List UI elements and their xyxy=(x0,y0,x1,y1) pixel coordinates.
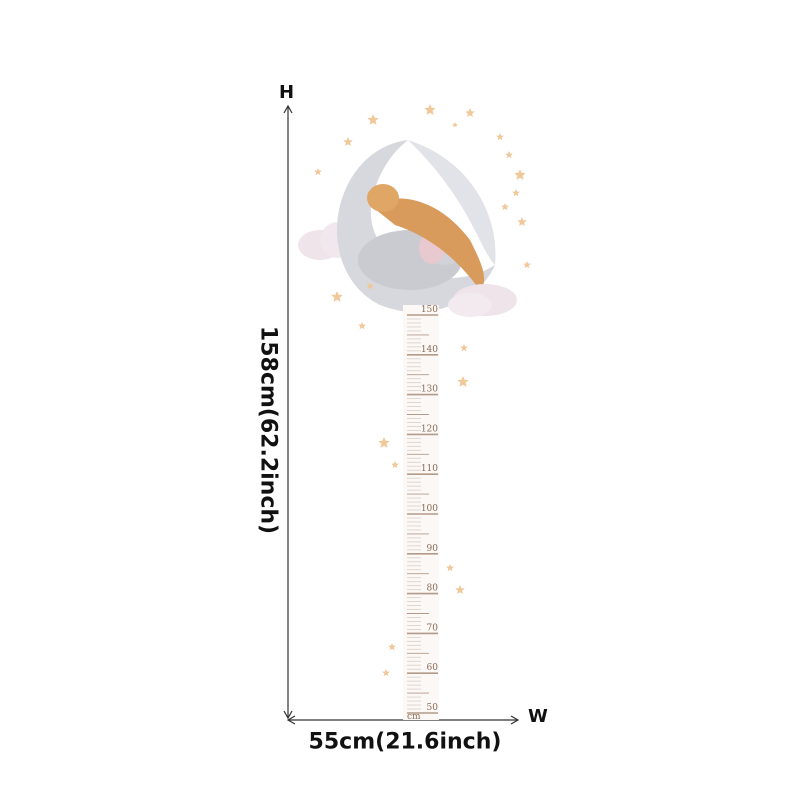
height-dimension-line xyxy=(283,104,293,720)
star-icon xyxy=(455,585,465,594)
star-icon xyxy=(501,203,509,211)
ruler-unit: cm xyxy=(407,712,421,722)
ruler-label: 90 xyxy=(427,544,439,554)
star-icon xyxy=(460,344,468,352)
star-icon xyxy=(343,137,353,146)
ruler-label: 150 xyxy=(421,305,438,315)
star-icon xyxy=(505,151,513,159)
star-icon xyxy=(331,291,343,302)
star-icon xyxy=(358,322,366,330)
star-icon xyxy=(391,461,399,469)
ruler-label: 50 xyxy=(427,703,439,713)
ruler-label: 120 xyxy=(421,424,438,434)
ruler-label: 80 xyxy=(427,584,439,594)
ruler-label: 140 xyxy=(421,345,438,355)
star-icon xyxy=(446,564,454,572)
star-icon xyxy=(424,104,436,115)
star-icon xyxy=(523,261,531,269)
giraffe xyxy=(370,198,485,290)
ruler-label: 100 xyxy=(421,504,438,514)
moon-illustration xyxy=(298,140,517,317)
height-letter: H xyxy=(279,82,295,103)
star-icon xyxy=(382,669,390,677)
ruler-strip xyxy=(403,305,439,720)
star-icon xyxy=(367,114,379,125)
star-icon xyxy=(378,437,390,448)
star-icon xyxy=(517,217,527,226)
height-measurement: 158cm(62.2inch) xyxy=(255,325,281,535)
ruler-label: 130 xyxy=(421,385,438,395)
star-icon xyxy=(366,282,374,290)
ruler-label: 70 xyxy=(427,623,439,633)
star-icon xyxy=(514,169,526,180)
star-icon xyxy=(496,133,504,141)
star-icon xyxy=(512,189,520,197)
height-ruler: 150 140 130 120 110 100 90 80 70 60 50 cm xyxy=(403,305,439,722)
star-icon xyxy=(457,376,469,387)
star-icon xyxy=(388,643,396,651)
ruler-label: 110 xyxy=(421,464,438,474)
star-icon xyxy=(452,122,458,128)
star-icon xyxy=(465,108,475,117)
star-icon xyxy=(314,168,322,176)
width-letter: W xyxy=(528,706,548,727)
ruler-label: 60 xyxy=(427,663,439,673)
width-measurement: 55cm(21.6inch) xyxy=(308,729,502,755)
stars xyxy=(314,104,531,677)
